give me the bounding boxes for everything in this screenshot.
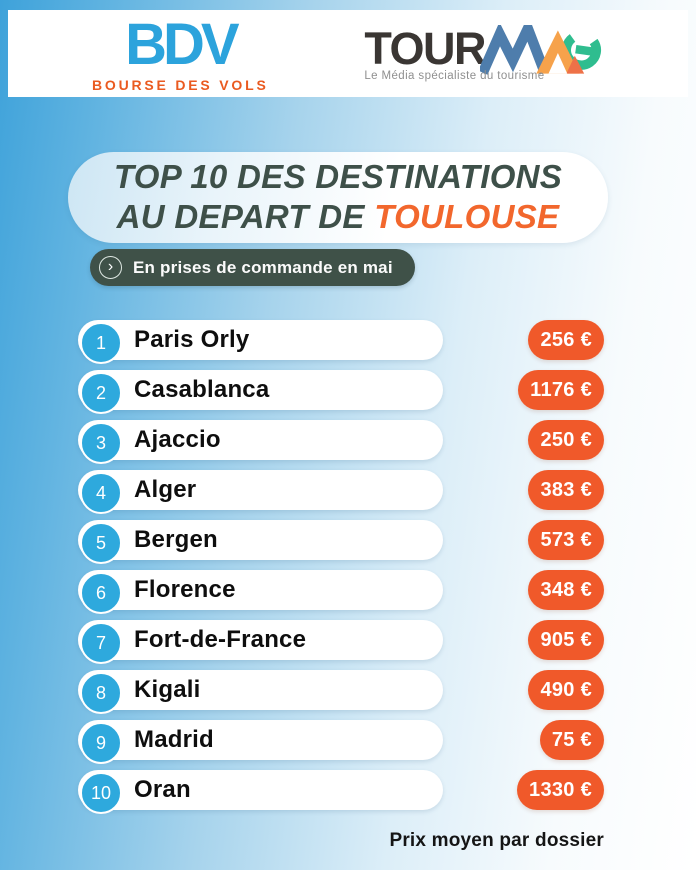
price-badge: 75 € (539, 720, 604, 760)
rank-badge: 8 (80, 672, 122, 714)
destination-pill: 10 Oran (78, 770, 443, 814)
list-item: 8 Kigali 490 € (78, 670, 604, 714)
destination-pill: 8 Kigali (78, 670, 443, 714)
price-badge: 1176 € (518, 370, 604, 410)
bdv-acronym: BDV (125, 11, 239, 77)
rank-number: 8 (95, 682, 106, 703)
header-band: BDV BOURSE DES VOLS TOUR MAG Le (8, 10, 688, 97)
price-badge: 1330 € (517, 770, 604, 810)
footer-note: Prix moyen par dossier (389, 830, 604, 851)
price-badge: 490 € (528, 670, 604, 710)
tourmag-wordmark: TOUR MAG (364, 22, 602, 75)
rank-number: 6 (95, 582, 106, 603)
bdv-logo: BDV BOURSE DES VOLS (92, 11, 269, 93)
city-label: Kigali (134, 676, 201, 703)
rank-number: 4 (95, 482, 106, 503)
list-item: 1 Paris Orly 256 € (78, 320, 604, 364)
list-item: 6 Florence 348 € (78, 570, 604, 614)
rank-badge: 7 (80, 622, 122, 664)
destination-pill: 6 Florence (78, 570, 443, 614)
price-badge: 573 € (528, 520, 604, 560)
list-item: 2 Casablanca 1176 € (78, 370, 604, 414)
city-label: Ajaccio (134, 426, 221, 453)
price-badge: 250 € (528, 420, 604, 460)
rank-badge: 5 (80, 522, 122, 564)
rank-number: 7 (95, 632, 106, 653)
destination-pill: 9 Madrid (78, 720, 443, 764)
price-value: 573 € (540, 528, 592, 551)
page-title-line-2: AU DEPART DE TOULOUSE (116, 198, 560, 236)
list-item: 5 Bergen 573 € (78, 520, 604, 564)
price-badge: 256 € (528, 320, 604, 360)
price-badge: 348 € (528, 570, 604, 610)
rank-badge: 3 (80, 422, 122, 464)
price-value: 348 € (540, 578, 592, 601)
page-title-line-1: TOP 10 DES DESTINATIONS (113, 158, 563, 196)
list-item: 7 Fort-de-France 905 € (78, 620, 604, 664)
price-badge: 383 € (528, 470, 604, 510)
price-value: 1330 € (529, 778, 592, 801)
destination-pill: 2 Casablanca (78, 370, 443, 414)
destination-pill: 5 Bergen (78, 520, 443, 564)
city-label: Casablanca (134, 376, 270, 403)
bdv-tagline: BOURSE DES VOLS (92, 76, 269, 93)
rank-badge: 10 (80, 772, 122, 814)
rank-number: 5 (95, 532, 106, 553)
page-title-city-highlight: TOULOUSE (374, 198, 560, 235)
page-title-line-2-prefix: AU DEPART DE (116, 198, 375, 235)
destinations-list: 1 Paris Orly 256 € 2 Casablanca 1176 € 3… (78, 320, 604, 814)
price-value: 250 € (540, 428, 592, 451)
city-label: Alger (134, 476, 197, 503)
price-value: 75 € (551, 728, 592, 751)
price-value: 490 € (540, 678, 592, 701)
city-label: Oran (134, 776, 191, 803)
tourmag-logo: TOUR MAG Le Média spécialiste du tourism… (364, 25, 602, 82)
rank-number: 2 (95, 382, 106, 403)
destination-pill: 3 Ajaccio (78, 420, 443, 464)
price-badge: 905 € (528, 620, 604, 660)
city-label: Fort-de-France (134, 626, 307, 653)
tourmag-text-prefix: TOUR (364, 22, 486, 74)
city-label: Madrid (134, 726, 214, 753)
rank-number: 1 (95, 332, 106, 353)
rank-badge: 6 (80, 572, 122, 614)
price-value: 256 € (540, 328, 592, 351)
destination-pill: 4 Alger (78, 470, 443, 514)
price-value: 905 € (540, 628, 592, 651)
chevron-right-icon: › (99, 256, 122, 279)
price-value: 1176 € (530, 378, 592, 401)
tourmag-tagline: Le Média spécialiste du tourisme (364, 70, 545, 82)
city-label: Paris Orly (134, 326, 250, 353)
rank-number: 3 (95, 432, 106, 453)
list-item: 4 Alger 383 € (78, 470, 604, 514)
list-item: 10 Oran 1330 € (78, 770, 604, 814)
destination-pill: 7 Fort-de-France (78, 620, 443, 664)
tourmag-mountain-icon (480, 25, 602, 75)
subtitle-badge: › En prises de commande en mai (90, 249, 415, 286)
rank-badge: 4 (80, 472, 122, 514)
rank-badge: 2 (80, 372, 122, 414)
rank-badge: 9 (80, 722, 122, 764)
title-banner: TOP 10 DES DESTINATIONS AU DEPART DE TOU… (68, 152, 608, 243)
city-label: Bergen (134, 526, 218, 553)
destination-pill: 1 Paris Orly (78, 320, 443, 364)
city-label: Florence (134, 576, 236, 603)
rank-number: 10 (90, 782, 112, 803)
rank-badge: 1 (80, 322, 122, 364)
subtitle-label: En prises de commande en mai (133, 257, 393, 277)
list-item: 9 Madrid 75 € (78, 720, 604, 764)
list-item: 3 Ajaccio 250 € (78, 420, 604, 464)
rank-number: 9 (95, 732, 106, 753)
price-value: 383 € (540, 478, 592, 501)
